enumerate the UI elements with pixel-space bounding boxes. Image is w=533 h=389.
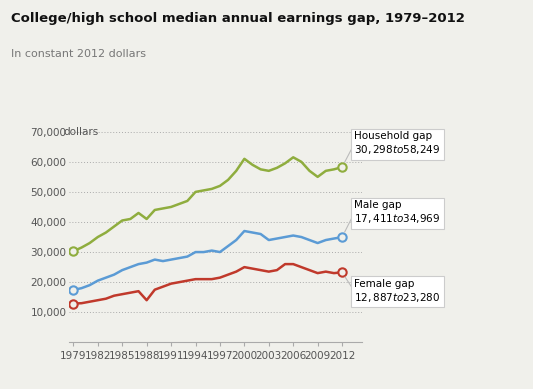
Text: College/high school median annual earnings gap, 1979–2012: College/high school median annual earnin… [11, 12, 465, 25]
Text: Household gap
$30,298 to $58,249: Household gap $30,298 to $58,249 [354, 131, 440, 156]
Text: In constant 2012 dollars: In constant 2012 dollars [11, 49, 146, 59]
Text: Female gap
$12,887 to $23,280: Female gap $12,887 to $23,280 [354, 279, 441, 304]
Text: Male gap
$17,411 to $34,969: Male gap $17,411 to $34,969 [354, 200, 441, 226]
Text: dollars: dollars [63, 127, 99, 137]
